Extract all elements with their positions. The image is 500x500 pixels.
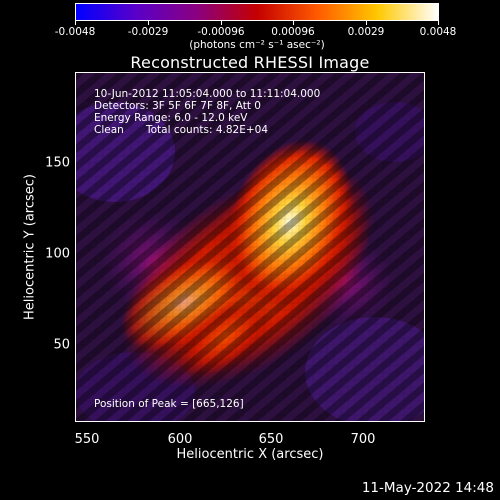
colorbar-tick-mark [75, 21, 76, 25]
colorbar-tick-mark [148, 21, 149, 25]
colorbar [75, 3, 439, 21]
colorbar-units: (photons cm⁻² s⁻¹ asec⁻²) [189, 39, 325, 51]
colorbar-tick-mark [293, 21, 294, 25]
colorbar-tick-mark [438, 21, 439, 25]
energy-range-label: Energy Range: 6.0 - 12.0 keV [94, 112, 248, 124]
colorbar-tick-label: -0.00096 [197, 26, 245, 38]
colorbar-tick-label: 0.0029 [347, 26, 385, 38]
timestamp: 11-May-2022 14:48 [361, 480, 494, 496]
colorbar-tick-label: -0.0029 [127, 26, 169, 38]
y-tick-label: 50 [53, 337, 70, 353]
y-tick-label: 100 [45, 246, 70, 262]
y-tick-label: 150 [45, 155, 70, 171]
peak-position-label: Position of Peak = [665,126] [94, 398, 244, 410]
image-canvas [75, 72, 425, 422]
colorbar-tick-label: -0.0048 [54, 26, 96, 38]
x-tick-label: 650 [258, 432, 284, 447]
x-tick-label: 600 [167, 432, 193, 447]
time-range-label: 10-Jun-2012 11:05:04.000 to 11:11:04.000 [94, 88, 321, 100]
total-counts-label: Total counts: 4.82E+04 [146, 124, 269, 136]
rhessi-image [75, 72, 425, 422]
colorbar-tick-mark [221, 21, 222, 25]
clean-label: Clean [94, 124, 124, 136]
x-tick-label: 700 [350, 432, 376, 447]
detectors-label: Detectors: 3F 5F 6F 7F 8F, Att 0 [94, 100, 261, 112]
colorbar-tick-mark [366, 21, 367, 25]
colorbar-tick-label: 0.00096 [271, 26, 315, 38]
colorbar-tick-label: 0.0048 [419, 26, 457, 38]
image-title: Reconstructed RHESSI Image [130, 53, 370, 72]
x-axis-label: Heliocentric X (arcsec) [176, 447, 324, 462]
y-axis-label: Heliocentric Y (arcsec) [22, 174, 38, 320]
x-tick-label: 550 [74, 432, 100, 447]
